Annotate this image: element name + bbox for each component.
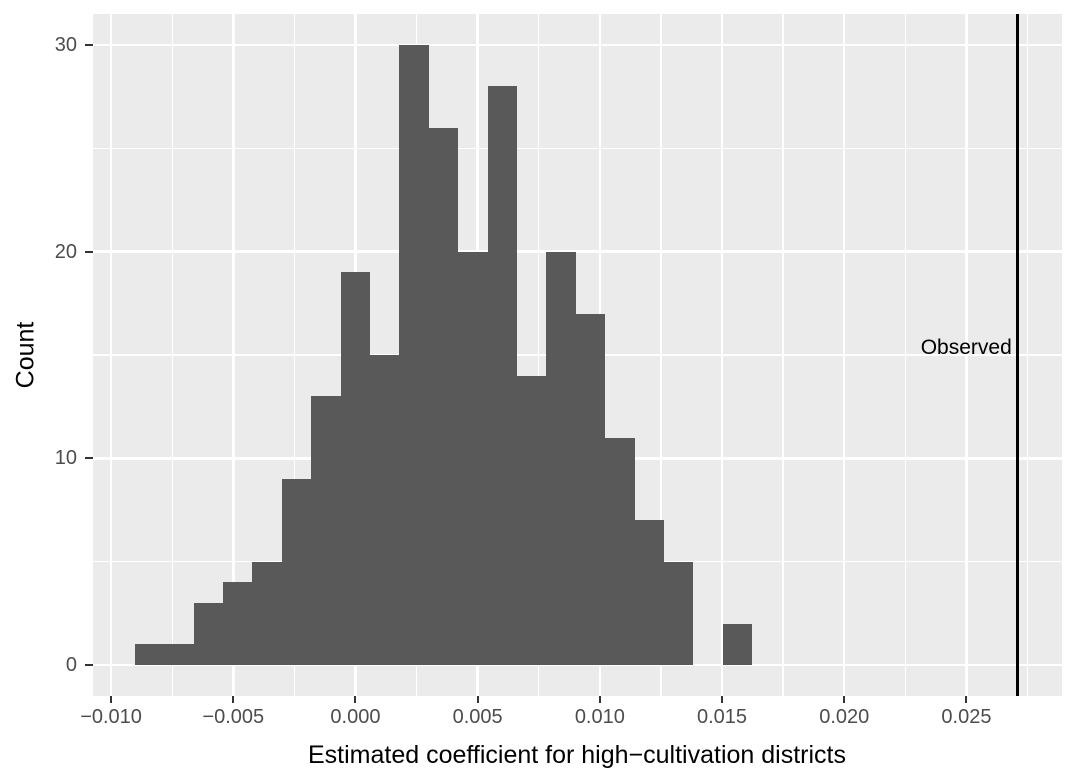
x-tick-label: 0.015: [697, 706, 748, 728]
histogram-bar: [281, 479, 312, 665]
x-tick-mark: [721, 696, 724, 703]
histogram-bar: [428, 127, 459, 665]
y-tick-label: 10: [54, 447, 77, 470]
x-tick-label: −0.005: [202, 706, 265, 728]
histogram-bar: [252, 561, 282, 665]
histogram-bar: [134, 644, 165, 665]
histogram-bar: [311, 396, 341, 665]
major-gridline-h: [92, 250, 1062, 253]
x-tick-mark: [232, 696, 235, 703]
x-tick-mark: [110, 696, 113, 703]
x-tick-label: −0.010: [80, 706, 142, 728]
histogram-bar: [458, 251, 488, 665]
x-tick-mark: [598, 696, 601, 703]
histogram-bar: [193, 603, 223, 665]
y-axis-title: Count: [11, 321, 40, 389]
y-tick-mark: [84, 457, 93, 460]
x-tick-label: 0.025: [941, 706, 992, 728]
y-tick-label: 30: [54, 34, 77, 56]
plot-panel: [92, 14, 1062, 696]
histogram-bar: [487, 86, 518, 665]
y-tick-mark: [84, 44, 93, 46]
histogram-bar: [399, 45, 429, 665]
histogram-bar: [164, 644, 194, 665]
y-tick-mark: [84, 664, 93, 666]
minor-gridline-h: [92, 147, 1062, 149]
histogram-bar: [605, 437, 635, 665]
x-tick-mark: [965, 696, 968, 703]
major-gridline-v: [720, 14, 724, 696]
major-gridline-v: [232, 14, 235, 696]
histogram-bar: [370, 355, 400, 665]
y-tick-label: 20: [54, 240, 77, 263]
major-gridline-h: [92, 43, 1062, 47]
x-tick-mark: [476, 696, 479, 703]
histogram-bar: [222, 582, 253, 665]
observed-vline: [1016, 14, 1020, 696]
major-gridline-v: [965, 14, 968, 696]
histogram-bar: [575, 313, 606, 665]
x-tick-label: 0.010: [574, 706, 625, 728]
histogram-bar: [340, 272, 370, 665]
x-tick-label: 0.005: [452, 706, 503, 728]
x-tick-mark: [843, 696, 846, 703]
y-tick-mark: [84, 250, 93, 253]
histogram-bar: [546, 251, 576, 665]
y-tick-label: 0: [65, 654, 77, 676]
histogram-bar: [664, 561, 694, 665]
major-gridline-v: [842, 14, 846, 696]
x-tick-label: 0.000: [330, 706, 381, 728]
observed-label: Observed: [920, 336, 1012, 359]
histogram-bar: [634, 520, 665, 665]
histogram-bar: [722, 623, 753, 665]
x-tick-mark: [354, 696, 357, 703]
major-gridline-h: [92, 663, 1062, 667]
x-axis-title: Estimated coefficient for high−cultivati…: [308, 741, 846, 769]
major-gridline-v: [109, 14, 113, 696]
histogram-bar: [517, 375, 547, 665]
x-tick-label: 0.020: [819, 706, 870, 728]
